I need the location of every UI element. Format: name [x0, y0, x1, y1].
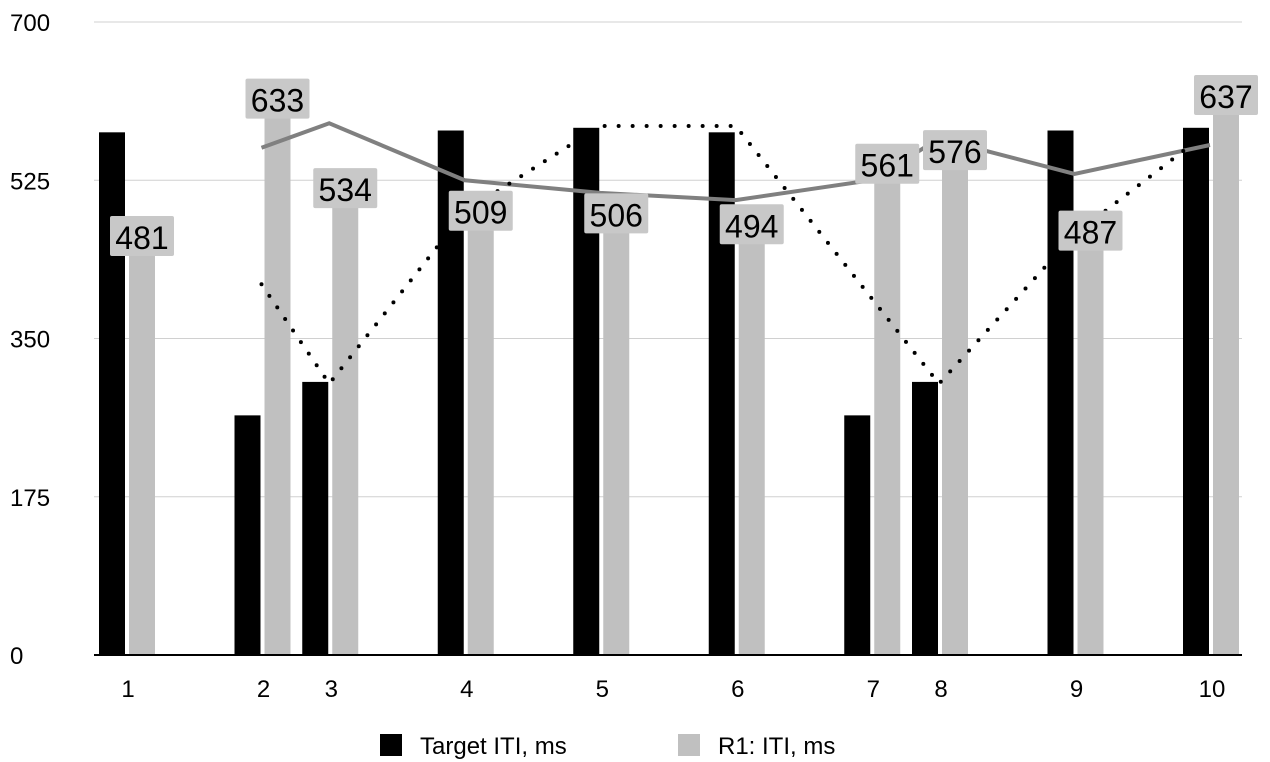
bar-r1-iti [1077, 214, 1104, 655]
data-label: 481 [115, 220, 168, 256]
x-axis-tick-labels: 1 2 3 4 5 6 7 8 9 10 [121, 676, 1225, 703]
bar-target-iti [1047, 130, 1074, 655]
data-label-background [313, 168, 378, 209]
x-tick-label: 4 [460, 676, 473, 703]
data-label-background [923, 130, 987, 171]
x-tick-label: 2 [257, 676, 270, 703]
data-label: 637 [1199, 79, 1252, 115]
legend-label-target-iti: Target ITI, ms [420, 733, 567, 760]
data-label-background [448, 190, 513, 231]
x-tick-label: 6 [731, 676, 744, 703]
bar-r1-iti [874, 147, 901, 655]
bar-target-iti [844, 415, 871, 655]
data-label-background [110, 216, 174, 257]
legend-swatch-target-iti [380, 734, 402, 756]
bar-target-iti [912, 381, 938, 655]
y-tick-label: 350 [10, 327, 50, 354]
data-labels: 481 633 534 509 506 494 561 576 487 637 [110, 74, 1258, 257]
y-axis-tick-labels: 0 175 350 525 700 [10, 10, 50, 670]
y-tick-label: 700 [10, 10, 50, 37]
y-tick-label: 525 [10, 168, 50, 195]
bar-r1-iti [467, 194, 494, 655]
data-label: 576 [928, 134, 981, 170]
bar-r1-iti [1213, 78, 1239, 656]
bar-target-iti [1183, 127, 1209, 655]
data-label: 494 [725, 208, 778, 244]
bar-r1-iti [264, 82, 291, 655]
data-label-background [245, 78, 310, 119]
x-tick-label: 10 [1199, 676, 1226, 703]
trendlines [259, 121, 1212, 388]
data-label-background [719, 204, 784, 245]
data-label-background [1194, 74, 1258, 115]
trendline-solid [260, 121, 1211, 203]
data-label-background [855, 143, 920, 184]
bars [99, 78, 1239, 656]
legend-label-r1-iti: R1: ITI, ms [718, 733, 835, 760]
data-label: 487 [1064, 215, 1117, 251]
data-label-background [1058, 210, 1123, 251]
bar-r1-iti [603, 197, 630, 655]
bar-r1-iti [332, 172, 359, 655]
legend-swatch-r1-iti [678, 734, 700, 756]
legend: Target ITI, ms R1: ITI, ms [380, 733, 835, 760]
data-label: 509 [454, 195, 507, 231]
x-tick-label: 1 [121, 676, 134, 703]
x-tick-label: 9 [1070, 676, 1083, 703]
bar-r1-iti [738, 208, 765, 656]
bar-target-iti [302, 381, 329, 655]
x-tick-label: 5 [596, 676, 609, 703]
data-label: 561 [861, 148, 914, 184]
y-tick-label: 175 [10, 485, 50, 512]
data-label-background [584, 193, 649, 234]
x-tick-label: 7 [867, 676, 880, 703]
bar-target-iti [99, 132, 125, 655]
x-tick-label: 8 [934, 676, 947, 703]
bar-r1-iti [942, 134, 968, 656]
bar-r1-iti [129, 220, 155, 655]
data-label: 633 [251, 83, 304, 119]
y-tick-label: 0 [10, 643, 23, 670]
data-label: 506 [590, 197, 643, 233]
data-label: 534 [319, 172, 372, 208]
bar-target-iti [234, 415, 261, 655]
x-tick-label: 3 [325, 676, 338, 703]
